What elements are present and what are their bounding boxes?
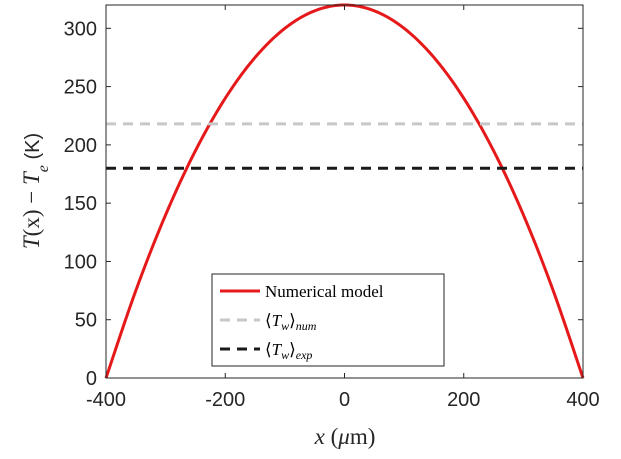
legend-label-part: w [281,348,289,362]
y-axis-label-sub: e [35,165,52,172]
y-axis-label-base: T [19,170,44,185]
y-tick-label: 0 [86,368,97,390]
y-axis-label: T(x) − Te (K) [19,133,52,249]
y-tick-label: 200 [64,135,97,157]
x-tick-label: -200 [205,389,245,411]
y-tick-label: 300 [64,18,97,40]
legend-label-part: ⟨ [265,340,272,359]
x-tick-label: 200 [447,389,480,411]
legend-label-part: T [272,340,283,359]
legend-label-part: ⟩ [289,311,296,330]
y-axis-label-arg: (x) [19,209,44,236]
legend-label-part: num [296,319,317,333]
y-tick-label: 250 [64,77,97,99]
x-axis-label: x (μm) [314,424,376,449]
legend-label-2: ⟨Tw⟩exp [265,340,312,362]
legend-box [211,273,445,367]
x-tick-label: 400 [566,389,599,411]
y-tick-label: 150 [64,193,97,215]
legend-label-1: ⟨Tw⟩num [265,311,317,333]
y-tick-label: 100 [64,251,97,273]
x-axis-label-open: ( [325,424,338,449]
ticks: -400 -200 0 200 400 0 50 100 150 200 250 300 [64,5,600,411]
legend-label-part: ⟩ [289,340,296,359]
y-tick-label: 50 [75,310,97,332]
x-axis-label-unit: m) [350,424,376,449]
legend-label-part: w [281,319,289,333]
y-axis-label-func: T [19,234,44,249]
x-axis-label-mu: μ [337,424,350,449]
legend-label-part: Numerical model [265,282,384,301]
legend-label-part: T [272,311,283,330]
x-tick-label: -400 [86,389,126,411]
x-axis-label-var: x [314,424,326,449]
y-axis-label-minus: − [19,185,44,209]
legend-label-0: Numerical model [265,282,384,301]
legend: Numerical model⟨Tw⟩num⟨Tw⟩exp [211,273,445,367]
y-axis-label-unit: (K) [22,133,44,165]
x-tick-label: 0 [339,389,350,411]
legend-label-part: ⟨ [265,311,272,330]
legend-label-part: exp [296,348,313,362]
